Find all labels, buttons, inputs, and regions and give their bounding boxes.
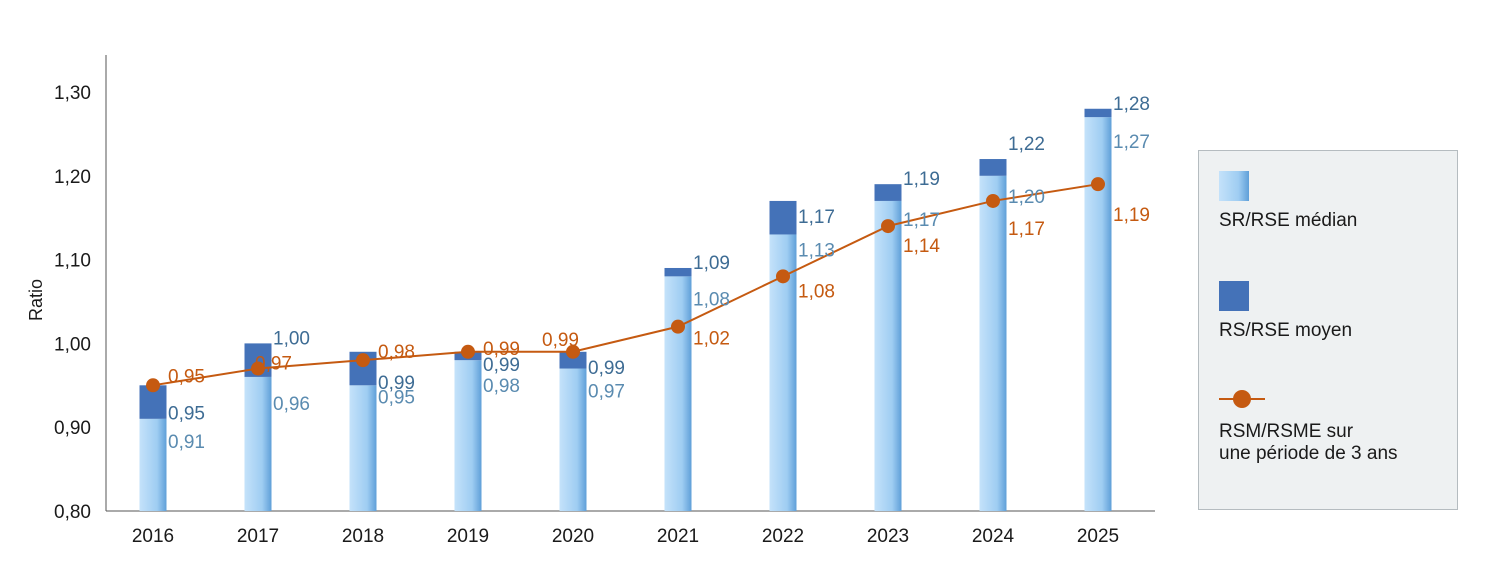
legend-mean-label: RS/RSE moyen	[1219, 320, 1353, 341]
label-mean: 1,17	[798, 207, 835, 228]
legend-line-label-2: une période de 3 ans	[1219, 443, 1398, 464]
bar-median	[979, 175, 1007, 512]
line-point	[356, 353, 370, 368]
bar-median	[559, 368, 587, 511]
line-point	[146, 378, 160, 393]
label-line: 1,19	[1113, 205, 1150, 226]
label-line: 0,95	[168, 366, 205, 387]
legend-line-label-1: RSM/RSME sur	[1219, 421, 1354, 442]
bars	[139, 108, 1112, 512]
label-mean: 1,09	[693, 253, 730, 274]
label-mean: 0,95	[168, 403, 205, 424]
label-median: 1,27	[1113, 132, 1150, 153]
y-tick-label: 0,90	[54, 418, 91, 439]
x-tick-label: 2017	[237, 526, 279, 547]
x-tick-label: 2022	[762, 526, 804, 547]
line-path	[152, 183, 1099, 387]
label-median: 0,97	[588, 382, 625, 403]
x-tick-label: 2016	[132, 526, 174, 547]
label-median: 0,95	[378, 387, 415, 408]
bar-median	[139, 418, 167, 511]
bar-median	[874, 200, 902, 511]
x-tick-label: 2020	[552, 526, 594, 547]
label-mean: 1,28	[1113, 94, 1150, 115]
label-line: 1,08	[798, 281, 835, 302]
bar-mean-segment	[769, 200, 797, 235]
label-mean: 0,99	[588, 358, 625, 379]
label-median: 1,17	[903, 210, 940, 231]
line-point	[251, 361, 265, 376]
line-point	[776, 269, 790, 284]
line-point	[1091, 177, 1105, 192]
y-tick-label: 1,10	[54, 251, 91, 272]
label-mean: 1,00	[273, 328, 310, 349]
line-series	[146, 177, 1105, 393]
label-median: 0,98	[483, 376, 520, 397]
legend: SR/RSE médian RS/RSE moyen RSM/RSME sur …	[1198, 150, 1458, 510]
label-line: 0,99	[483, 339, 520, 360]
label-line: 0,99	[542, 330, 579, 351]
y-tick-label: 1,30	[54, 83, 91, 104]
y-tick-label: 1,20	[54, 167, 91, 188]
label-mean: 0,99	[483, 355, 520, 376]
bar-median	[349, 385, 377, 511]
bar-mean-segment	[664, 267, 692, 277]
line-marker-icon	[1219, 390, 1265, 408]
bar-median	[1084, 117, 1112, 511]
data-labels: 0,950,910,951,000,960,970,990,950,980,99…	[168, 94, 1150, 453]
median-swatch	[1219, 171, 1249, 201]
line-point	[461, 344, 475, 359]
y-axis-ticks: 0,80 0,90 1,00 1,10 1,20 1,30	[54, 83, 91, 523]
label-line: 1,02	[693, 329, 730, 350]
y-tick-label: 1,00	[54, 334, 91, 355]
line-point	[566, 344, 580, 359]
label-median: 1,20	[1008, 187, 1045, 208]
x-tick-label: 2021	[657, 526, 699, 547]
y-axis-title: Ratio	[26, 279, 46, 321]
bar-mean-segment	[559, 351, 587, 369]
mean-swatch	[1219, 281, 1249, 311]
bar-median	[244, 376, 272, 511]
label-mean: 1,22	[1008, 134, 1045, 155]
x-tick-label: 2025	[1077, 526, 1119, 547]
line-point	[986, 193, 1000, 208]
line-point	[881, 219, 895, 234]
y-tick-label: 0,80	[54, 502, 91, 523]
x-tick-label: 2023	[867, 526, 909, 547]
label-line: 0,97	[255, 354, 292, 375]
x-tick-label: 2019	[447, 526, 489, 547]
bar-mean-segment	[1084, 108, 1112, 118]
label-line: 1,14	[903, 236, 940, 257]
label-median: 0,91	[168, 432, 205, 453]
label-median: 1,13	[798, 240, 835, 261]
label-median: 0,96	[273, 394, 310, 415]
bar-mean-segment	[874, 184, 902, 201]
x-axis-ticks: 2016 2017 2018 2019 2020 2021 2022 2023 2024 2025	[132, 526, 1119, 547]
label-mean: 0,99	[378, 373, 415, 394]
bar-median	[454, 360, 482, 511]
x-tick-label: 2018	[342, 526, 384, 547]
label-line: 0,98	[378, 342, 415, 363]
bar-mean-segment	[979, 159, 1007, 176]
line-point	[671, 319, 685, 334]
x-tick-label: 2024	[972, 526, 1015, 547]
label-median: 1,08	[693, 289, 730, 310]
label-line: 1,17	[1008, 219, 1045, 240]
bar-median	[664, 276, 692, 511]
label-mean: 1,19	[903, 169, 940, 190]
legend-median-label: SR/RSE médian	[1219, 210, 1358, 231]
